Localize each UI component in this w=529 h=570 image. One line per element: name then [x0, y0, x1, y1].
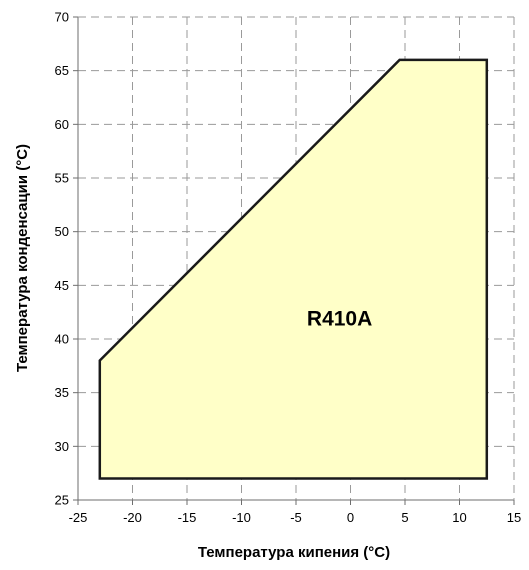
y-tick-label: 35	[55, 385, 69, 400]
envelope-polygon-0	[98, 58, 489, 480]
y-tick-label: 25	[55, 493, 69, 508]
y-tick-label: 50	[55, 224, 69, 239]
x-tick-label: -15	[178, 510, 197, 525]
x-axis-ticks: -25 -20 -15 -10 -5 0 5 10 15	[69, 500, 521, 525]
y-tick-label: 40	[55, 332, 69, 347]
y-axis-ticks: 25 30 35 40 45 50 55 60 65 70	[55, 10, 78, 508]
x-axis-title: Температура кипения (°C)	[198, 544, 390, 561]
x-tick-label: 15	[507, 510, 521, 525]
y-tick-label: 65	[55, 63, 69, 78]
region-label-r410a: R410A	[307, 308, 372, 331]
x-tick-label: 10	[452, 510, 466, 525]
y-tick-label: 45	[55, 278, 69, 293]
x-tick-label: 5	[401, 510, 408, 525]
y-tick-label: 30	[55, 439, 69, 454]
y-tick-label: 60	[55, 117, 69, 132]
y-axis-title: Температура конденсации (°C)	[14, 144, 31, 372]
x-tick-label: -20	[123, 510, 142, 525]
x-tick-label: -25	[69, 510, 88, 525]
x-tick-label: 0	[347, 510, 354, 525]
x-tick-label: -10	[232, 510, 251, 525]
plot-area-fill	[98, 58, 489, 480]
x-tick-label: -5	[290, 510, 302, 525]
y-tick-label: 55	[55, 171, 69, 186]
y-tick-label: 70	[55, 10, 69, 25]
